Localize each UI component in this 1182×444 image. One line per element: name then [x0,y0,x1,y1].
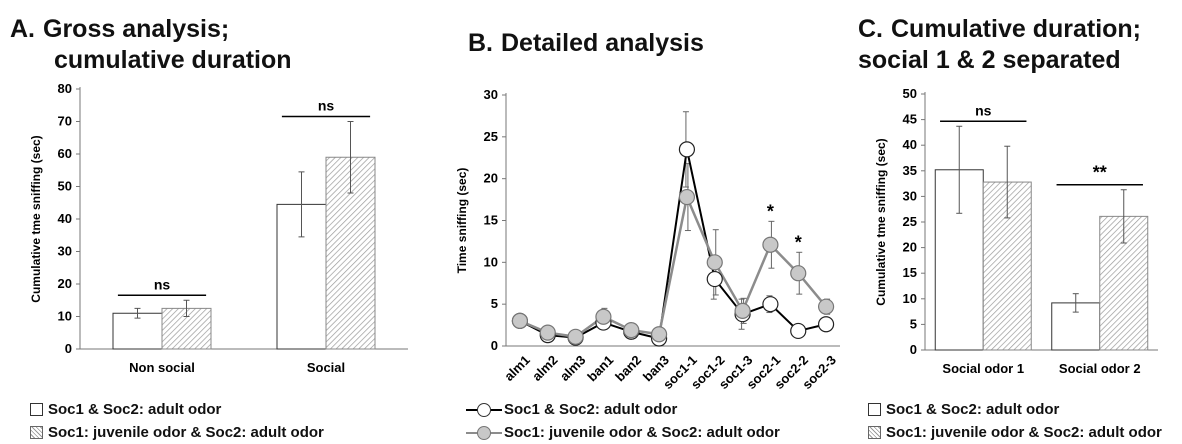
legend-item-juvenile: Soc1: juvenile odor & Soc2: adult odor [30,421,324,444]
legend-line-marker-white [466,402,502,417]
panel-b-data-point [817,316,835,333]
panel-b-title-line1: Detailed analysis [501,29,704,57]
legend-item-juvenile: Soc1: juvenile odor & Soc2: adult odor [868,421,1162,444]
legend-swatch-hatched [30,426,43,439]
panel-b-letter: B. [468,29,493,57]
legend-label: Soc1 & Soc2: adult odor [886,401,1060,418]
panel-a-y-tick-label: 80 [58,81,72,96]
panel-b-data-point [678,141,696,158]
panel-a-legend: Soc1 & Soc2: adult odor Soc1: juvenile o… [30,398,324,444]
panel-b-data-point [762,296,779,313]
panel-b-x-tick-label: alm1 [501,352,533,384]
panel-c-significance-label: ** [1093,163,1107,183]
panel-a-title-line1: Gross analysis; [43,15,230,43]
legend-label: Soc1 & Soc2: adult odor [504,401,678,418]
panel-c-y-tick-label: 15 [903,265,917,280]
panel-a-x-tick-label: Social [307,360,345,375]
panel-b-data-point [762,236,779,253]
panel-c-y-tick-label: 25 [903,214,917,229]
panel-b-data-point [790,322,807,340]
panel-a-letter: A. [10,15,35,43]
panel-b-x-tick-label: ban1 [584,352,616,384]
panel-a-title-line2: cumulative duration [54,46,292,74]
legend-label: Soc1 & Soc2: adult odor [48,401,222,418]
panel-c-title: C. Cumulative duration; social 1 & 2 sepa… [858,14,1141,76]
panel-a-y-tick-label: 50 [58,179,72,194]
panel-b-data-point [511,312,529,329]
panel-b-data-point [595,308,612,325]
legend-item-adult: Soc1 & Soc2: adult odor [466,398,780,421]
panel-c-y-tick-label: 30 [903,188,917,203]
panel-b-y-tick-label: 5 [491,296,498,311]
panel-c-letter: C. [858,15,883,43]
legend-item-adult: Soc1 & Soc2: adult odor [30,398,324,421]
panel-b-series-line [519,192,828,339]
panel-a-significance-label: ns [154,276,171,292]
panel-b-data-point [539,324,556,341]
panel-b-y-axis-label: Time sniffing (sec) [455,168,469,274]
panel-a-y-tick-label: 10 [58,309,72,324]
panel-b-y-tick-label: 10 [484,254,498,269]
panel-b-significance-label: * [795,232,802,252]
panel-c-y-tick-label: 45 [903,112,917,127]
panel-a-y-tick-label: 30 [58,244,72,259]
panel-b-data-point [734,302,751,319]
panel-c-y-tick-label: 40 [903,137,917,152]
panel-b-data-point [678,188,696,206]
legend-label: Soc1: juvenile odor & Soc2: adult odor [504,424,780,441]
panel-b-data-point [567,328,584,345]
legend-swatch-hatched [868,426,881,439]
legend-item-juvenile: Soc1: juvenile odor & Soc2: adult odor [466,421,780,444]
panel-b-data-point [706,270,723,288]
panel-a-y-tick-label: 60 [58,146,72,161]
panel-a-x-tick-label: Non social [129,360,195,375]
panel-b-data-point [706,254,723,271]
panel-a-y-tick-label: 40 [58,211,72,226]
panel-b-y-tick-label: 0 [491,338,498,353]
panel-a-title: A. Gross analysis; cumulative duration [10,14,292,76]
panel-c-y-tick-label: 10 [903,291,917,306]
panel-b-data-point [623,322,640,339]
panel-c-y-tick-label: 50 [903,86,917,101]
panel-c-y-tick-label: 20 [903,240,917,255]
panel-b-data-point [790,265,807,282]
panel-c-y-tick-label: 35 [903,163,917,178]
legend-label: Soc1: juvenile odor & Soc2: adult odor [48,424,324,441]
panel-a-y-tick-label: 0 [65,341,72,356]
panel-b-legend: Soc1 & Soc2: adult odor Soc1: juvenile o… [466,398,780,444]
panel-b-data-point [650,326,668,343]
panel-b-y-tick-label: 15 [484,213,498,228]
panel-b-x-tick-label: alm3 [557,352,589,384]
panel-b-y-tick-label: 20 [484,171,498,186]
panel-c-title-line1: Cumulative duration; [891,15,1142,43]
panel-c-x-tick-label: Social odor 2 [1059,361,1141,376]
panel-b-x-tick-label: ban2 [612,352,644,384]
panel-b-y-tick-label: 25 [484,129,498,144]
panel-b-data-point [817,298,835,315]
legend-swatch-white [30,403,43,416]
panel-c-y-tick-label: 0 [910,342,917,357]
panel-b-series-line [519,149,827,340]
panel-c-y-tick-label: 5 [910,316,917,331]
legend-label: Soc1: juvenile odor & Soc2: adult odor [886,424,1162,441]
panel-b-y-tick-label: 30 [484,87,498,102]
panel-b-title: B. Detailed analysis [468,28,704,59]
panel-a-y-tick-label: 70 [58,114,72,129]
panel-c-y-axis-label: Cumulative tme sniffing (sec) [874,138,888,305]
legend-swatch-white [868,403,881,416]
panel-a-significance-label: ns [318,98,335,114]
panel-b-significance-label: * [767,201,774,221]
panel-c-x-tick-label: Social odor 1 [942,361,1024,376]
panel-b-x-tick-label: alm2 [529,352,561,384]
legend-line-marker-gray [466,425,502,440]
panel-c-legend: Soc1 & Soc2: adult odor Soc1: juvenile o… [868,398,1162,444]
legend-item-adult: Soc1 & Soc2: adult odor [868,398,1162,421]
panel-a-y-tick-label: 20 [58,276,72,291]
panel-c-title-line2: social 1 & 2 separated [858,46,1121,74]
panel-a-y-axis-label: Cumulative tme sniffing (sec) [29,135,43,302]
panel-c-significance-label: ns [975,102,992,118]
